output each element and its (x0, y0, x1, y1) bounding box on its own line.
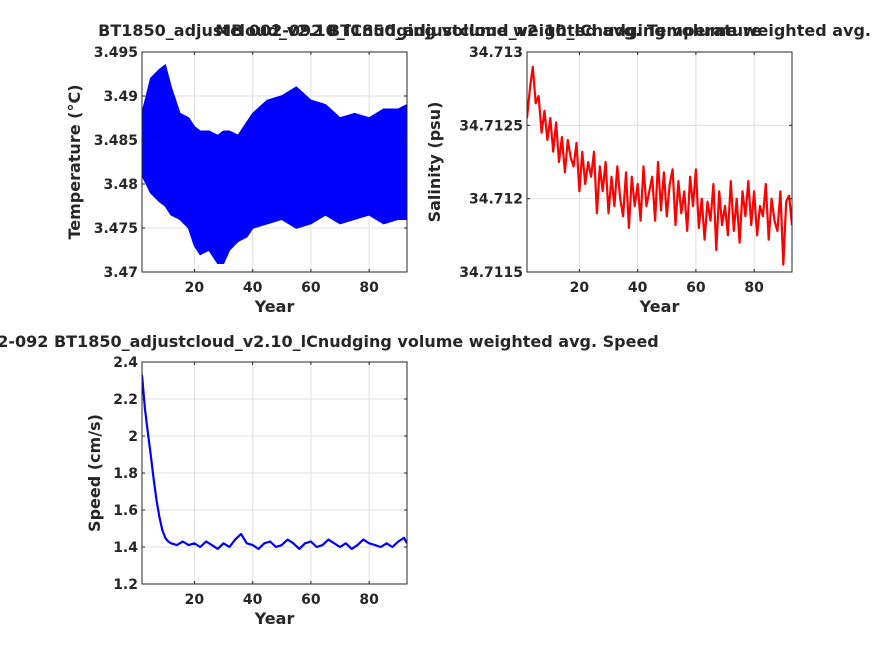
panel-2: 20 40 60 80 1.2 1.4 1.6 1.8 2 2.2 2.4 Year Speed (cm… (85, 355, 408, 628)
y-tick-label: 3.48 (103, 177, 138, 193)
panel-1: 20 40 60 80 34.7115 34.712 34.7125 34.713 Year Sa… (425, 45, 793, 316)
y-tick-label: 34.712 (469, 192, 523, 208)
x-tick-label: 80 (359, 592, 379, 608)
y-tick-label: 3.49 (103, 89, 138, 105)
chart-title-0: BT1850_adjustcloud_v2.10_lCnudging volum… (98, 21, 762, 40)
y-tick-label: 2.4 (113, 355, 138, 371)
y-tick-label: 34.713 (469, 45, 523, 61)
chart-title-1: MB 002-092 BT1850_adjustcloud_v2.10_lCnu… (215, 21, 875, 40)
x-tick-label: 20 (185, 280, 205, 296)
y-tick-label: 1.8 (113, 466, 138, 482)
x-tick-label: 20 (570, 280, 590, 296)
y-tick-label: 3.475 (94, 221, 138, 237)
x-tick-label: 60 (301, 592, 321, 608)
x-axis-label: Year (254, 609, 295, 628)
x-tick-label: 20 (185, 592, 205, 608)
y-tick-label: 34.7125 (459, 118, 523, 134)
axes-frame-0 (141, 51, 408, 273)
y-tick-label: 1.4 (113, 540, 138, 556)
y-axis-label: Speed (cm/s) (85, 414, 104, 532)
x-tick-label: 80 (359, 280, 379, 296)
y-tick-label: 3.47 (103, 265, 138, 281)
y-axis-label: Salinity (psu) (425, 102, 444, 223)
series-group-2 (142, 374, 407, 550)
series-line-2 (142, 374, 407, 550)
x-tick-label: 60 (686, 280, 706, 296)
x-tick-label: 60 (301, 280, 321, 296)
y-tick-label: 2.2 (113, 392, 138, 408)
chart-title-2: MB 002-092 BT1850_adjustcloud_v2.10_lCnu… (0, 332, 659, 351)
x-axis-label: Year (254, 297, 295, 316)
y-tick-label: 2 (128, 429, 138, 445)
y-tick-label: 3.485 (94, 133, 138, 149)
x-tick-label: 40 (628, 280, 648, 296)
y-tick-label: 34.7115 (459, 265, 523, 281)
x-tick-label: 40 (243, 280, 263, 296)
x-tick-label: 40 (243, 592, 263, 608)
x-tick-label: 80 (744, 280, 764, 296)
series-group-0 (142, 63, 407, 264)
x-axis-label: Year (639, 297, 680, 316)
y-tick-label: 1.6 (113, 503, 138, 519)
series-group-1 (527, 65, 792, 266)
series-line-1 (527, 65, 792, 266)
y-tick-label: 1.2 (113, 577, 138, 593)
y-axis-label: Temperature (°C) (65, 84, 84, 239)
y-tick-label: 3.495 (94, 45, 138, 61)
panel-0: 20 40 60 80 3.47 3.475 3.48 3.485 3.49 3.495 Year T… (65, 45, 408, 316)
series-line-0 (142, 66, 407, 264)
axes-frame-1 (526, 51, 793, 273)
